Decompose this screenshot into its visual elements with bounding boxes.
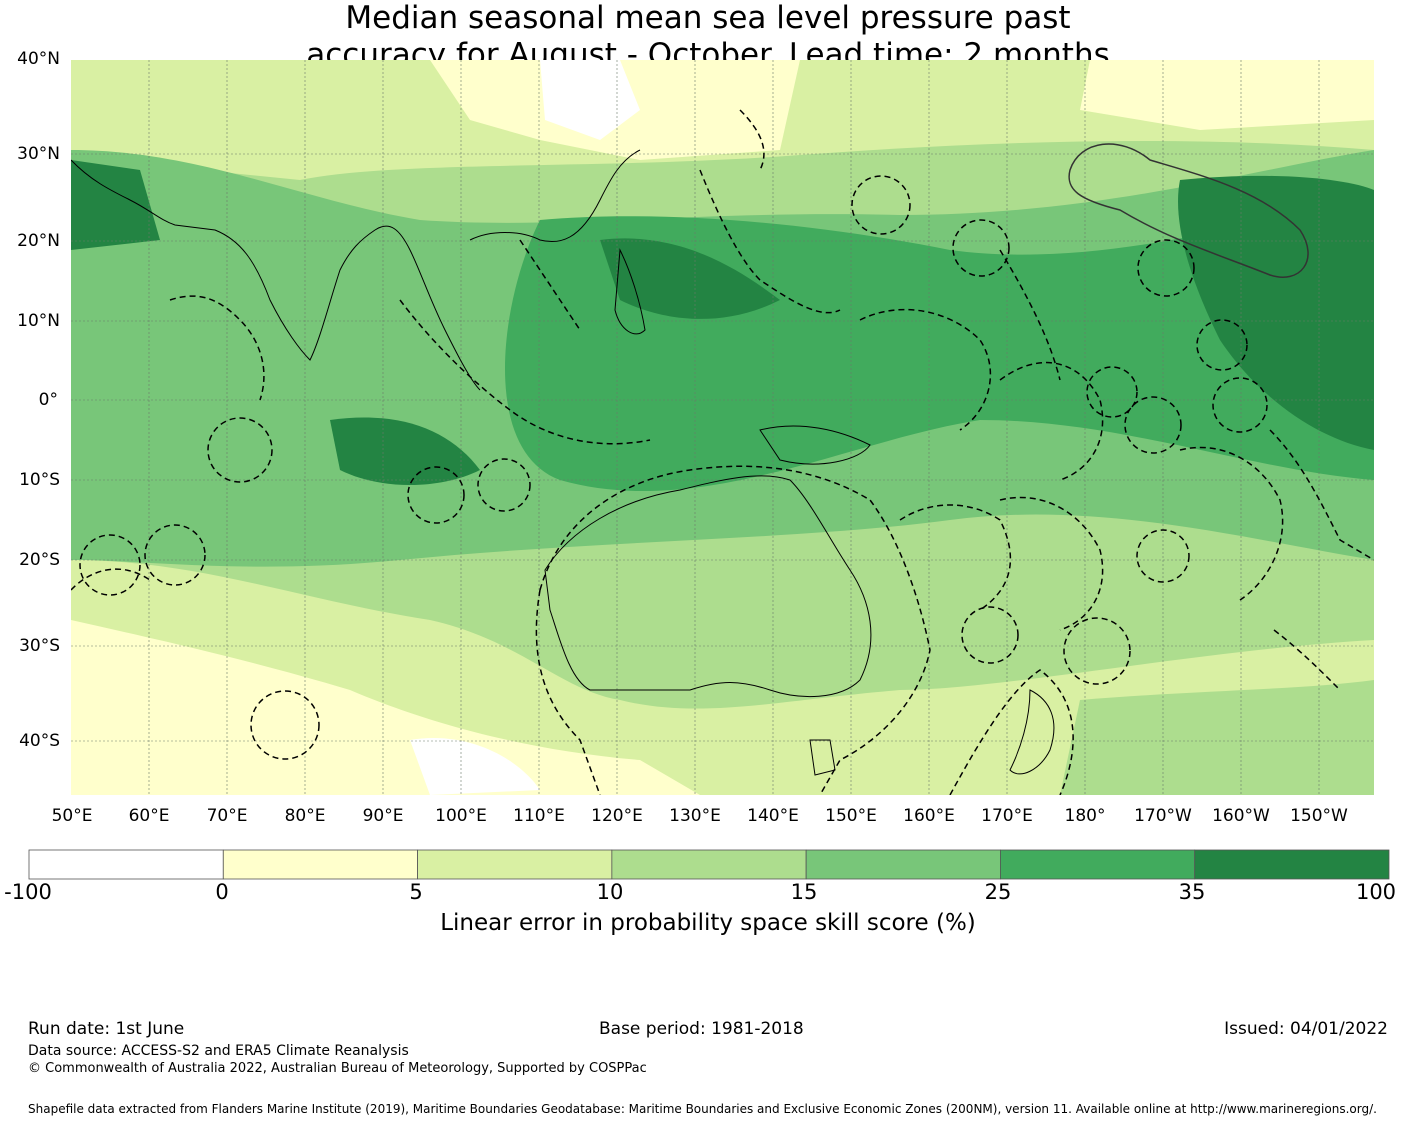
lat-label: 30°S bbox=[19, 636, 60, 656]
colorbar-tick: 10 bbox=[596, 880, 624, 904]
colorbar-swatch bbox=[1000, 849, 1196, 880]
lon-label: 60°E bbox=[128, 806, 170, 826]
colorbar-tick: 0 bbox=[215, 880, 229, 904]
lon-label: 160°E bbox=[903, 806, 955, 826]
copyright: © Commonwealth of Australia 2022, Austra… bbox=[28, 1061, 647, 1076]
base-period: Base period: 1981-2018 bbox=[599, 1019, 804, 1039]
colorbar-swatch bbox=[417, 849, 613, 880]
lon-label: 120°E bbox=[591, 806, 643, 826]
lon-label: 70°E bbox=[206, 806, 248, 826]
lon-label: 80°E bbox=[284, 806, 326, 826]
lat-label: 30°N bbox=[17, 144, 60, 164]
colorbar-tick: 35 bbox=[1178, 880, 1206, 904]
field-arabia-top bbox=[71, 160, 160, 250]
colorbar-swatch bbox=[1194, 849, 1390, 880]
colorbar-tick: 15 bbox=[790, 880, 818, 904]
philippines-coastline bbox=[614, 248, 646, 335]
hawaii-eez-boundary bbox=[1068, 143, 1309, 278]
colorbar-swatch bbox=[222, 849, 418, 880]
colorbar-tick: 100 bbox=[1355, 880, 1397, 904]
lat-label: 0° bbox=[38, 390, 58, 410]
colorbar-swatch bbox=[611, 849, 807, 880]
field-npac-low bbox=[1080, 60, 1374, 130]
lat-label: 40°S bbox=[19, 731, 60, 751]
colorbar-swatch bbox=[28, 849, 224, 880]
lon-label: 110°E bbox=[513, 806, 565, 826]
shapefile-credit: Shapefile data extracted from Flanders M… bbox=[28, 1102, 1377, 1116]
new-zealand-coastline bbox=[1009, 689, 1055, 775]
lat-label: 10°S bbox=[19, 470, 60, 490]
field-se-pac bbox=[1060, 680, 1374, 795]
field-indian-top bbox=[330, 417, 480, 485]
field-philippines-top bbox=[600, 238, 780, 319]
data-source: Data source: ACCESS-S2 and ERA5 Climate … bbox=[28, 1043, 409, 1059]
lon-label: 140°E bbox=[747, 806, 799, 826]
gridlines bbox=[71, 60, 1374, 795]
lon-label: 100°E bbox=[435, 806, 487, 826]
colorbar-swatch bbox=[805, 849, 1001, 880]
lon-label: 90°E bbox=[362, 806, 404, 826]
skill-score-map bbox=[71, 60, 1374, 795]
lon-label: 130°E bbox=[669, 806, 721, 826]
lon-label: 170°W bbox=[1134, 806, 1192, 826]
colorbar-tick: -100 bbox=[4, 880, 52, 904]
field-south-low bbox=[71, 620, 700, 795]
title-line-1: Median seasonal mean sea level pressure … bbox=[345, 0, 1071, 36]
colorbar-tick: 25 bbox=[984, 880, 1012, 904]
field-japan-negative bbox=[540, 60, 640, 140]
chart-title: Median seasonal mean sea level pressure … bbox=[0, 0, 1416, 74]
lon-label: 150°E bbox=[825, 806, 877, 826]
field-south-negative bbox=[410, 738, 540, 795]
lat-label: 10°N bbox=[17, 311, 60, 331]
field-central-pac-top bbox=[1178, 175, 1374, 451]
lat-label: 20°S bbox=[19, 550, 60, 570]
run-date: Run date: 1st June bbox=[28, 1019, 185, 1039]
map-field bbox=[71, 60, 1374, 795]
lat-label: 20°N bbox=[17, 231, 60, 251]
colorbar-label: Linear error in probability space skill … bbox=[440, 910, 976, 936]
new-guinea-coastline bbox=[759, 425, 871, 465]
australia-coastline bbox=[544, 475, 872, 698]
issued-date: Issued: 04/01/2022 bbox=[1224, 1019, 1388, 1039]
lon-label: 160°W bbox=[1212, 806, 1270, 826]
lon-label: 50°E bbox=[51, 806, 93, 826]
lon-label: 150°W bbox=[1290, 806, 1348, 826]
colorbar bbox=[28, 849, 1390, 880]
colorbar-tick: 5 bbox=[409, 880, 423, 904]
lat-label: 40°N bbox=[17, 49, 60, 69]
lon-label: 170°E bbox=[981, 806, 1033, 826]
lon-label: 180° bbox=[1064, 806, 1106, 826]
eez-boundaries bbox=[71, 109, 1374, 795]
